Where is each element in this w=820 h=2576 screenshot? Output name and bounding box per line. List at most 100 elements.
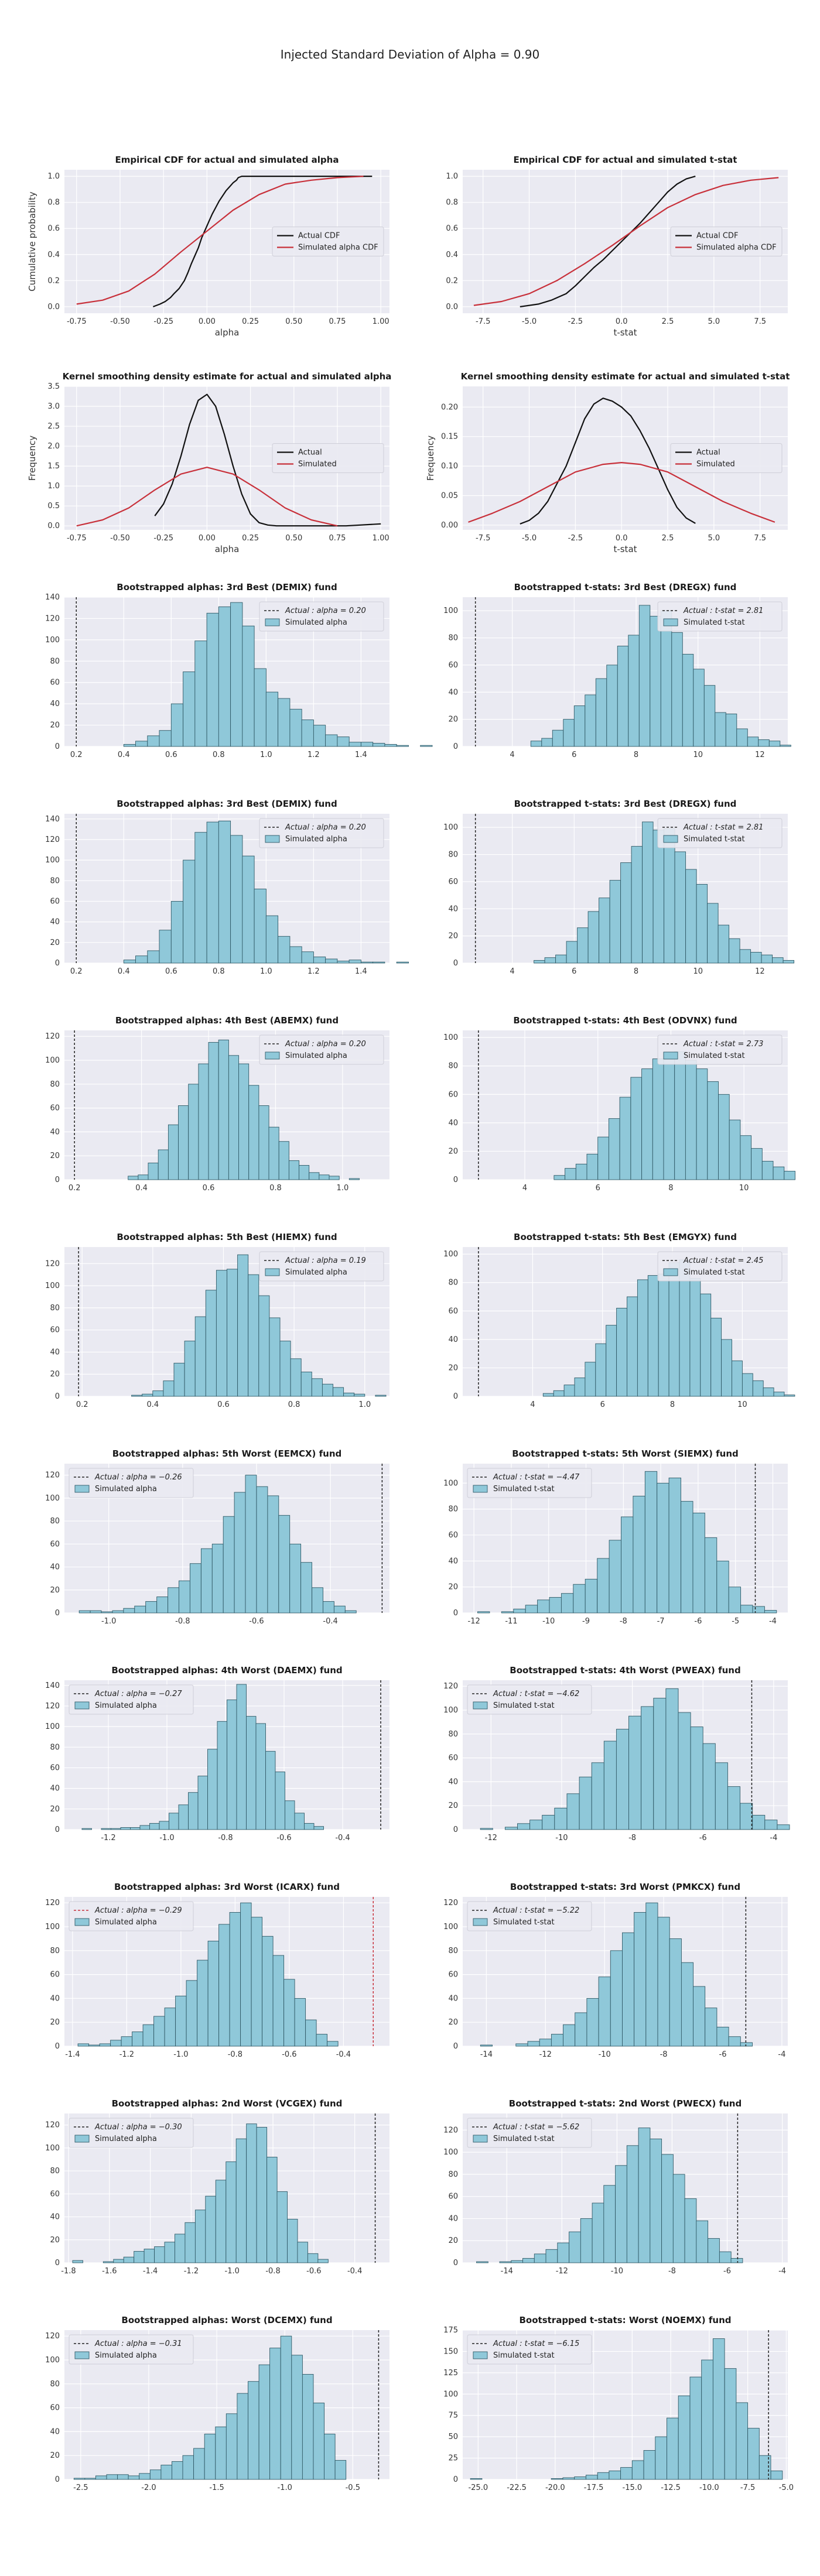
- x-tick-label: -0.25: [153, 534, 173, 543]
- panel-title: Bootstrapped t-stats: 2nd Worst (PWECX) …: [509, 2098, 742, 2109]
- legend: Actual : t-stat = 2.81 Simulated t-stat: [657, 818, 783, 848]
- y-tick-label: 0.15: [441, 433, 458, 441]
- x-axis-label: alpha: [215, 544, 240, 554]
- histogram-bar: [652, 1059, 664, 1180]
- y-tick-label: 40: [50, 2213, 60, 2222]
- legend-box: [69, 1901, 194, 1931]
- x-tick-label: 0.00: [199, 534, 216, 543]
- histogram-bar: [565, 1168, 576, 1180]
- histogram-bar: [218, 820, 231, 964]
- histogram-bar: [470, 2478, 483, 2480]
- x-tick-label: 1.0: [337, 1184, 349, 1193]
- y-tick-label: 60: [50, 1971, 60, 1979]
- panel-title: Bootstrapped alphas: 4th Worst (DAEMX) f…: [111, 1665, 342, 1676]
- y-tick-label: 0.2: [446, 276, 458, 285]
- y-tick-label: 0.10: [441, 462, 458, 471]
- y-tick-label: 0: [453, 959, 458, 968]
- legend-label: Simulated alpha CDF: [696, 244, 777, 252]
- y-tick-label: 20: [50, 2236, 60, 2245]
- x-tick-label: 0.8: [288, 1400, 300, 1409]
- histogram-bar: [234, 1492, 246, 1614]
- histogram-bar: [622, 1932, 635, 2047]
- histogram-bar: [712, 2338, 725, 2480]
- histogram-bar: [258, 2364, 271, 2480]
- histogram-bar: [563, 1385, 575, 1397]
- y-tick-label: 0: [453, 2042, 458, 2051]
- legend: Actual : t-stat = 2.45 Simulated t-stat: [657, 1251, 783, 1282]
- histogram-bar: [668, 1262, 680, 1397]
- histogram-bar: [608, 1118, 620, 1180]
- x-tick-label: 0.6: [165, 967, 177, 976]
- histogram-bar: [289, 708, 302, 747]
- histogram-bar: [287, 2219, 298, 2263]
- y-tick-label: 20: [50, 1152, 60, 1160]
- histogram-bar: [230, 835, 243, 964]
- y-tick-label: 0.5: [47, 502, 60, 511]
- histogram-bar: [616, 1729, 629, 1830]
- histogram-bar: [101, 1611, 113, 1614]
- y-tick-label: 80: [50, 2380, 60, 2389]
- panel-title: Empirical CDF for actual and simulated a…: [115, 155, 339, 165]
- histogram-bar: [186, 1980, 198, 2047]
- legend-box: [467, 1901, 592, 1931]
- x-tick-label: -1.0: [159, 1834, 174, 1842]
- y-tick-label: 0: [55, 1825, 60, 1834]
- histogram-bar: [585, 1578, 598, 1614]
- chart-panel: 0.2 0.4 0.6 0.8 1.0 1.2 1.4 0 20 40 60 80 100 120 140 B…: [45, 582, 433, 759]
- y-tick-label: 40: [448, 905, 458, 913]
- y-tick-label: 0.05: [441, 492, 458, 501]
- legend-box: [670, 443, 783, 473]
- x-tick-label: 7.5: [754, 534, 766, 543]
- legend-box: [69, 2334, 194, 2365]
- histogram-bar: [121, 2036, 133, 2047]
- panel-title: Bootstrapped alphas: Worst (DCEMX) fund: [121, 2315, 332, 2325]
- legend-swatch: [473, 1485, 488, 1493]
- x-tick-label: 0.6: [217, 1400, 230, 1409]
- histogram-bar: [650, 2138, 662, 2263]
- histogram-bar: [154, 2246, 165, 2263]
- histogram-bar: [101, 1828, 111, 1830]
- histogram-bar: [586, 1998, 599, 2047]
- legend-box: [467, 1468, 592, 1498]
- y-tick-label: 20: [50, 1370, 60, 1379]
- histogram-bar: [761, 954, 773, 964]
- y-tick-label: 80: [50, 657, 60, 666]
- histogram-bar: [207, 1749, 218, 1830]
- histogram-bar: [256, 1486, 268, 1614]
- histogram-bar: [327, 2041, 339, 2047]
- histogram-bar: [637, 1279, 648, 1397]
- x-tick-label: 0.2: [70, 751, 83, 759]
- legend-label: Simulated t-stat: [684, 618, 745, 627]
- legend-label: Actual : alpha = −0.29: [94, 1906, 182, 1915]
- panel-title: Kernel smoothing density estimate for ac…: [461, 371, 790, 382]
- histogram-bar: [123, 744, 136, 747]
- histogram-bar: [301, 720, 314, 747]
- histogram-bar: [609, 1540, 621, 1614]
- legend-swatch: [74, 2351, 90, 2359]
- histogram-bar: [183, 859, 196, 964]
- x-tick-label: -0.6: [306, 2267, 321, 2276]
- y-tick-label: 100: [45, 2356, 60, 2365]
- y-tick-label: 20: [448, 715, 458, 724]
- y-tick-label: 80: [50, 1947, 60, 1955]
- y-tick-label: 120: [45, 1702, 60, 1711]
- histogram-bar: [316, 2034, 328, 2047]
- histogram-bar: [311, 1378, 323, 1397]
- x-tick-label: 0.8: [213, 751, 225, 759]
- y-tick-label: 0: [55, 2475, 60, 2484]
- histogram-bar: [266, 2157, 278, 2263]
- histogram-bar: [575, 2012, 587, 2047]
- histogram-bar: [587, 911, 600, 964]
- histogram-bar: [716, 1560, 729, 1614]
- x-tick-label: -22.5: [507, 2483, 527, 2492]
- legend-label: Actual : t-stat = −4.62: [493, 1690, 579, 1698]
- histogram-bar: [606, 664, 618, 747]
- series-line: [76, 467, 338, 527]
- histogram-bar: [566, 941, 578, 964]
- histogram-bar: [665, 1688, 679, 1830]
- x-tick-label: 0.50: [285, 534, 302, 543]
- x-tick-label: -0.6: [249, 1617, 264, 1626]
- x-tick-label: -1.2: [119, 2050, 134, 2059]
- x-axis-label: t-stat: [613, 327, 637, 338]
- y-tick-label: 20: [448, 2018, 458, 2027]
